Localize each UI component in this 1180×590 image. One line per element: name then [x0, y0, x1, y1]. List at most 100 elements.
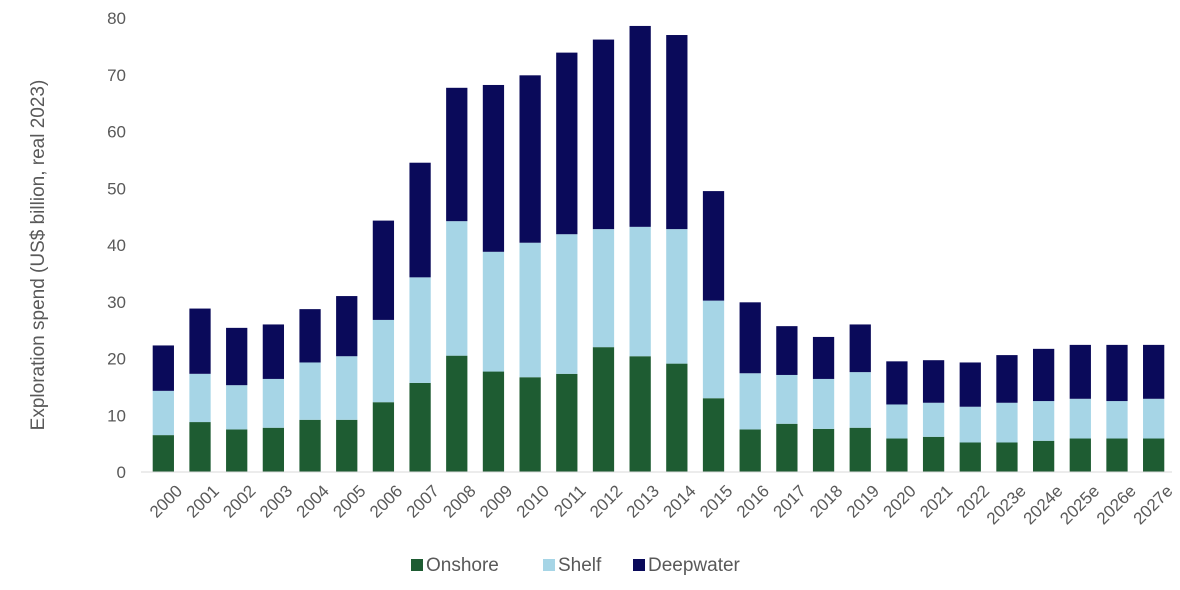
bar-segment-shelf-2009	[482, 251, 505, 372]
bar-segment-shelf-2020	[886, 404, 908, 439]
y-tick-label: 60	[107, 123, 126, 142]
x-tick-label: 2007	[403, 481, 443, 521]
bar-segment-onshore-2007	[409, 382, 431, 472]
x-tick-label: 2006	[366, 481, 406, 521]
bar-segment-onshore-2003	[262, 427, 285, 472]
y-axis-ticks: 0 10 20 30 40 50 60 70 80	[107, 9, 126, 482]
bar-segment-shelf-2010	[519, 242, 541, 378]
bar-segment-onshore-2016	[739, 429, 761, 472]
bar-segment-onshore-2014	[666, 363, 688, 472]
x-tick-label: 2020	[880, 481, 920, 521]
bar-segment-shelf-2027e	[1143, 398, 1165, 439]
x-tick-label: 2003	[256, 481, 296, 521]
bar-segment-deepwater-2014	[666, 35, 688, 230]
bar-segment-shelf-2024e	[1032, 401, 1055, 441]
x-tick-label: 2015	[696, 481, 736, 521]
x-tick-label: 2019	[843, 481, 883, 521]
bar-segment-deepwater-2018	[812, 336, 835, 379]
bar-segment-shelf-2006	[372, 319, 395, 403]
bar-segment-shelf-2013	[629, 226, 651, 357]
bar-segment-onshore-2023e	[996, 442, 1018, 472]
x-tick-label: 2025e	[1056, 481, 1103, 528]
bar-segment-onshore-2005	[336, 419, 358, 472]
x-tick-label: 2014	[659, 481, 699, 521]
bar-segment-deepwater-2017	[776, 326, 798, 375]
bar-segment-deepwater-2010	[519, 75, 541, 243]
bar-segment-shelf-2007	[409, 277, 431, 383]
bar-segment-deepwater-2011	[556, 52, 578, 235]
y-tick-label: 80	[107, 9, 126, 28]
bar-segment-shelf-2026e	[1106, 401, 1128, 439]
bar-segment-deepwater-2027e	[1143, 344, 1165, 399]
y-tick-label: 50	[107, 179, 126, 198]
x-tick-label: 2000	[146, 481, 186, 521]
x-tick-label: 2002	[219, 481, 259, 521]
bar-segment-deepwater-2003	[262, 324, 285, 379]
bar-segment-onshore-2015	[702, 398, 725, 472]
bar-segment-shelf-2016	[739, 373, 761, 430]
bar-segment-onshore-2001	[189, 422, 211, 472]
bar-segment-shelf-2011	[556, 234, 578, 374]
bar-segment-deepwater-2000	[152, 345, 174, 391]
x-tick-label: 2011	[550, 481, 589, 520]
y-tick-label: 20	[107, 350, 126, 369]
bar-segment-onshore-2021	[922, 436, 945, 472]
bar-segment-shelf-2003	[262, 378, 285, 428]
x-tick-label: 2004	[293, 481, 333, 521]
x-tick-label: 2008	[439, 481, 479, 521]
x-tick-label: 2016	[733, 481, 773, 521]
bar-segment-deepwater-2004	[299, 309, 321, 363]
bar-segment-shelf-2015	[702, 300, 725, 399]
bar-segment-onshore-2027e	[1143, 438, 1165, 472]
y-tick-label: 0	[117, 463, 126, 482]
bar-segment-shelf-2018	[812, 378, 835, 429]
x-tick-label: 2017	[770, 481, 810, 521]
bar-segment-shelf-2012	[592, 229, 615, 348]
bar-segment-deepwater-2020	[886, 361, 908, 405]
bar-segment-deepwater-2016	[739, 302, 761, 374]
bar-segment-onshore-2026e	[1106, 438, 1128, 472]
bar-segment-deepwater-2012	[592, 39, 615, 230]
bar-segment-shelf-2001	[189, 373, 211, 423]
bar-segment-onshore-2022	[959, 442, 981, 472]
y-tick-label: 40	[107, 236, 126, 255]
bar-segment-deepwater-2024e	[1032, 348, 1055, 402]
bar-segment-deepwater-2022	[959, 362, 981, 407]
bar-segment-deepwater-2021	[922, 360, 945, 403]
bar-segment-onshore-2024e	[1032, 440, 1055, 472]
bar-segment-onshore-2017	[776, 423, 798, 472]
bar-segment-onshore-2019	[849, 427, 871, 472]
x-tick-label: 2010	[513, 481, 553, 521]
bar-segment-deepwater-2007	[409, 162, 431, 278]
bar-segment-shelf-2017	[776, 374, 798, 424]
x-tick-label: 2005	[329, 481, 369, 521]
bar-segment-shelf-2000	[152, 390, 174, 436]
bar-segment-shelf-2014	[666, 229, 688, 364]
bar-segment-onshore-2013	[629, 356, 651, 472]
bar-segment-deepwater-2023e	[996, 355, 1018, 403]
bar-segment-shelf-2022	[959, 406, 981, 443]
x-tick-label: 2023e	[983, 481, 1030, 528]
bar-segment-shelf-2025e	[1069, 398, 1091, 439]
bar-segment-onshore-2000	[152, 435, 174, 472]
bar-segment-shelf-2004	[299, 362, 321, 420]
bar-segment-shelf-2021	[922, 402, 945, 437]
bar-group	[152, 25, 1165, 472]
bar-segment-deepwater-2015	[702, 191, 725, 301]
x-tick-label: 2001	[183, 481, 223, 521]
legend: Onshore Shelf Deepwater	[411, 555, 741, 576]
bar-segment-deepwater-2002	[226, 327, 248, 386]
x-tick-label: 2009	[476, 481, 516, 521]
legend-swatch-onshore	[411, 559, 423, 571]
bar-segment-onshore-2004	[299, 419, 321, 472]
bar-segment-shelf-2008	[446, 221, 468, 356]
bar-segment-deepwater-2013	[629, 25, 651, 227]
x-tick-label: 2021	[916, 481, 956, 521]
bar-segment-deepwater-2019	[849, 324, 871, 373]
bar-segment-deepwater-2001	[189, 308, 211, 374]
bar-segment-onshore-2009	[482, 371, 505, 472]
legend-label-onshore: Onshore	[426, 555, 499, 576]
x-tick-label: 2027e	[1130, 481, 1177, 528]
